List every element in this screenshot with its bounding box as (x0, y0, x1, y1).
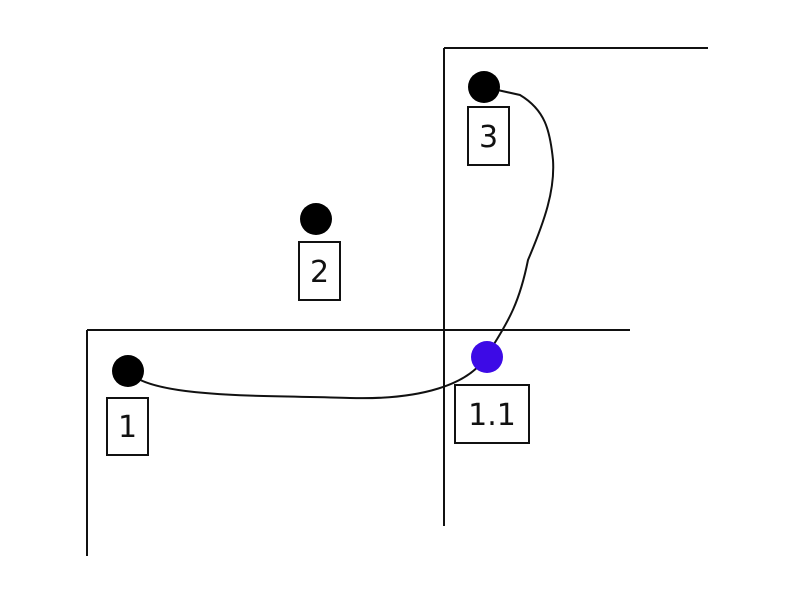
node-1[interactable] (112, 355, 144, 387)
label-2: 2 (298, 241, 341, 301)
region-boundaries (86, 47, 708, 556)
node-3[interactable] (468, 71, 500, 103)
label-3: 3 (467, 106, 510, 166)
node-1-1[interactable] (471, 341, 503, 373)
label-3-box (467, 106, 510, 166)
label-1-box (106, 397, 149, 456)
label-1: 1 (106, 397, 149, 456)
label-2-box (298, 241, 341, 301)
label-1-text: 1 (118, 410, 137, 445)
label-2-text: 2 (310, 255, 329, 290)
label-1-1-box (454, 384, 530, 444)
label-1-1-text: 1.1 (468, 398, 516, 433)
node-2[interactable] (300, 203, 332, 235)
label-3-text: 3 (479, 120, 498, 155)
label-1-1: 1.1 (454, 384, 530, 444)
connection-curve (127, 86, 555, 400)
